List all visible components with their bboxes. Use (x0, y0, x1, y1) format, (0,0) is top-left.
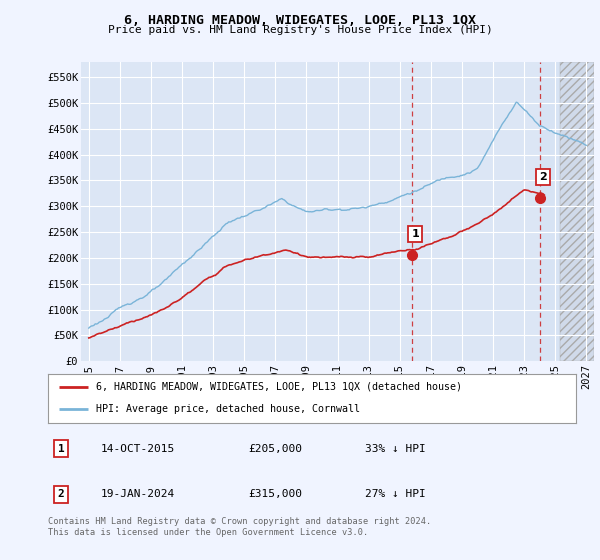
Text: Contains HM Land Registry data © Crown copyright and database right 2024.
This d: Contains HM Land Registry data © Crown c… (48, 517, 431, 537)
Text: 1: 1 (411, 228, 419, 239)
Text: 27% ↓ HPI: 27% ↓ HPI (365, 489, 425, 500)
Bar (541, 62, 560, 361)
Text: Price paid vs. HM Land Registry's House Price Index (HPI): Price paid vs. HM Land Registry's House … (107, 25, 493, 35)
Text: 6, HARDING MEADOW, WIDEGATES, LOOE, PL13 1QX (detached house): 6, HARDING MEADOW, WIDEGATES, LOOE, PL13… (95, 382, 461, 392)
Text: 2: 2 (539, 172, 547, 182)
Bar (560, 62, 594, 361)
Text: 33% ↓ HPI: 33% ↓ HPI (365, 444, 425, 454)
Text: £315,000: £315,000 (248, 489, 302, 500)
Text: 19-JAN-2024: 19-JAN-2024 (101, 489, 175, 500)
Text: HPI: Average price, detached house, Cornwall: HPI: Average price, detached house, Corn… (95, 404, 359, 414)
Text: 6, HARDING MEADOW, WIDEGATES, LOOE, PL13 1QX: 6, HARDING MEADOW, WIDEGATES, LOOE, PL13… (124, 14, 476, 27)
Text: 1: 1 (58, 444, 65, 454)
Text: 2: 2 (58, 489, 65, 500)
Text: £205,000: £205,000 (248, 444, 302, 454)
Text: 14-OCT-2015: 14-OCT-2015 (101, 444, 175, 454)
